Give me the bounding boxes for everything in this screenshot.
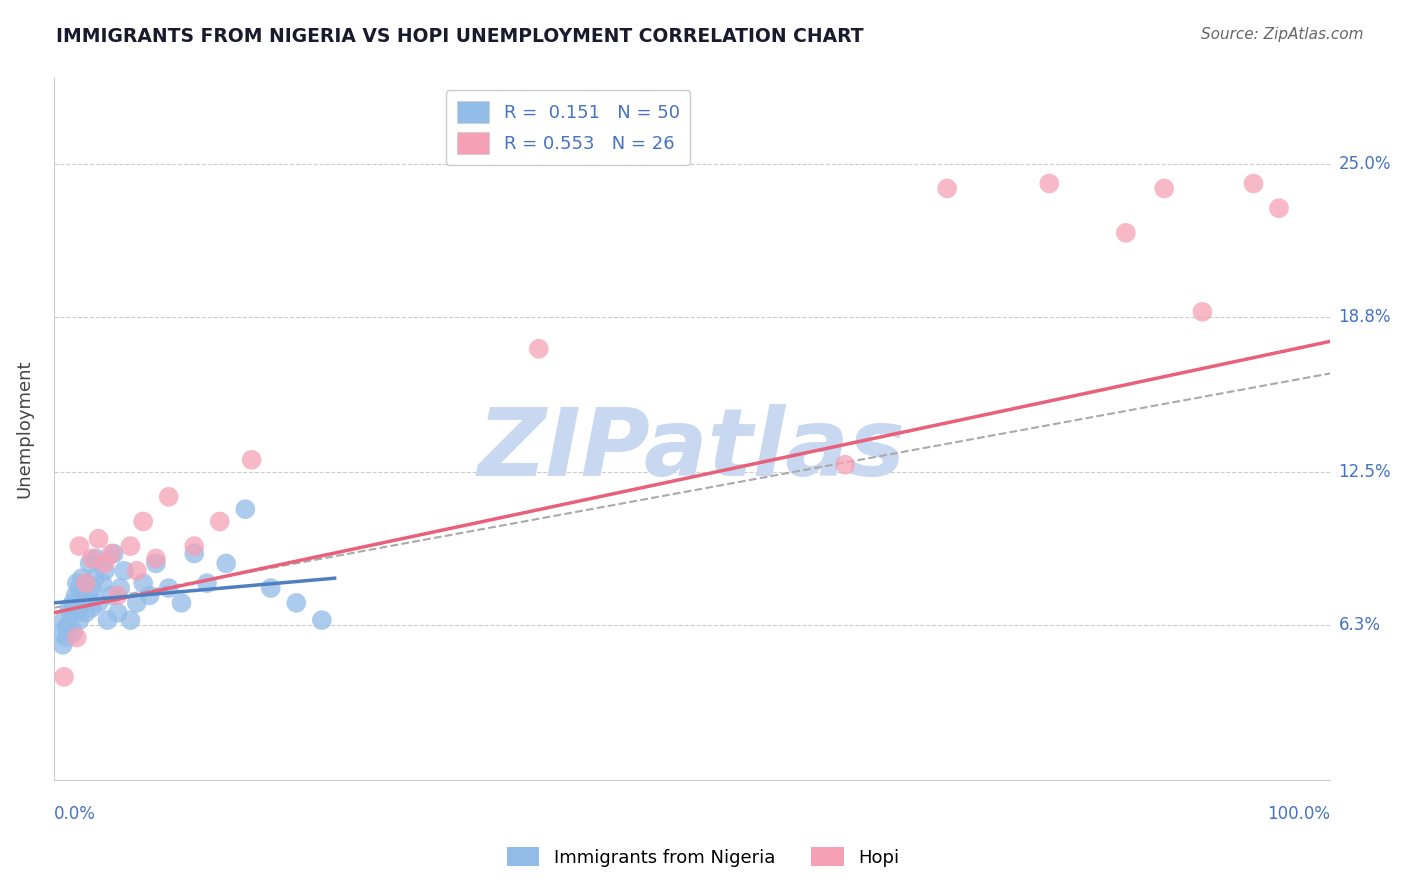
Legend: Immigrants from Nigeria, Hopi: Immigrants from Nigeria, Hopi (499, 840, 907, 874)
Point (91, 576, 114, 591)
Point (100, 589, 122, 603)
Text: 18.8%: 18.8% (1339, 308, 1391, 326)
Point (1115, 226, 1137, 240)
Point (138, 589, 160, 603)
Point (82, 600, 104, 615)
Point (53, 613, 76, 627)
Point (79, 557, 101, 571)
Point (208, 515, 231, 529)
Point (67, 613, 90, 627)
Point (67, 581, 90, 595)
Point (183, 539, 205, 553)
Point (75, 576, 97, 591)
Point (125, 564, 148, 578)
Point (84, 551, 107, 566)
Point (120, 539, 142, 553)
Point (59, 606, 82, 620)
Text: 25.0%: 25.0% (1339, 155, 1391, 173)
Point (1268, 201, 1291, 215)
Point (107, 606, 129, 620)
Point (100, 547, 122, 561)
Point (82, 581, 104, 595)
Point (1038, 177, 1060, 191)
Point (233, 502, 256, 516)
Point (87, 596, 110, 610)
Point (132, 576, 155, 591)
Point (67, 600, 90, 615)
Point (66, 606, 89, 620)
Point (83, 571, 105, 585)
Point (49, 625, 72, 640)
Point (170, 596, 193, 610)
Point (65, 589, 87, 603)
Point (125, 596, 148, 610)
Point (240, 452, 263, 467)
Point (145, 551, 167, 566)
Point (53, 670, 76, 684)
Point (107, 589, 129, 603)
Text: 6.3%: 6.3% (1339, 616, 1381, 634)
Point (62, 596, 84, 610)
Point (55, 631, 77, 645)
Point (311, 613, 333, 627)
Point (1243, 177, 1265, 191)
Point (108, 581, 131, 595)
Text: IMMIGRANTS FROM NIGERIA VS HOPI UNEMPLOYMENT CORRELATION CHART: IMMIGRANTS FROM NIGERIA VS HOPI UNEMPLOY… (56, 27, 863, 45)
Text: 0.0%: 0.0% (53, 805, 96, 823)
Point (112, 564, 135, 578)
Point (75, 576, 97, 591)
Point (66, 631, 89, 645)
Point (62, 625, 84, 640)
Point (82, 551, 104, 566)
Point (215, 557, 238, 571)
Point (94, 564, 117, 578)
Point (77, 589, 100, 603)
Point (260, 581, 283, 595)
Point (75, 606, 97, 620)
Point (52, 638, 75, 652)
Y-axis label: Unemployment: Unemployment (15, 359, 32, 499)
Point (132, 515, 155, 529)
Text: 100.0%: 100.0% (1267, 805, 1330, 823)
Legend: R =  0.151   N = 50, R = 0.553   N = 26: R = 0.151 N = 50, R = 0.553 N = 26 (446, 90, 690, 165)
Text: Source: ZipAtlas.com: Source: ZipAtlas.com (1201, 27, 1364, 42)
Point (834, 458, 856, 472)
Point (94, 557, 117, 571)
Point (1191, 305, 1213, 319)
Point (103, 547, 125, 561)
Point (70, 596, 93, 610)
Point (87, 532, 110, 546)
Point (120, 613, 142, 627)
Point (96, 613, 118, 627)
Point (58, 618, 80, 632)
Point (145, 557, 167, 571)
Point (1153, 181, 1175, 195)
Point (58, 600, 80, 615)
Point (936, 181, 959, 195)
Point (183, 547, 205, 561)
Point (55, 621, 77, 635)
Point (72, 589, 94, 603)
Point (157, 581, 180, 595)
Text: ZIPatlas: ZIPatlas (478, 404, 905, 496)
Text: 12.5%: 12.5% (1339, 463, 1391, 481)
Point (67, 539, 90, 553)
Point (66, 576, 89, 591)
Point (285, 596, 308, 610)
Point (527, 342, 550, 356)
Point (70, 571, 93, 585)
Point (195, 576, 218, 591)
Point (157, 490, 180, 504)
